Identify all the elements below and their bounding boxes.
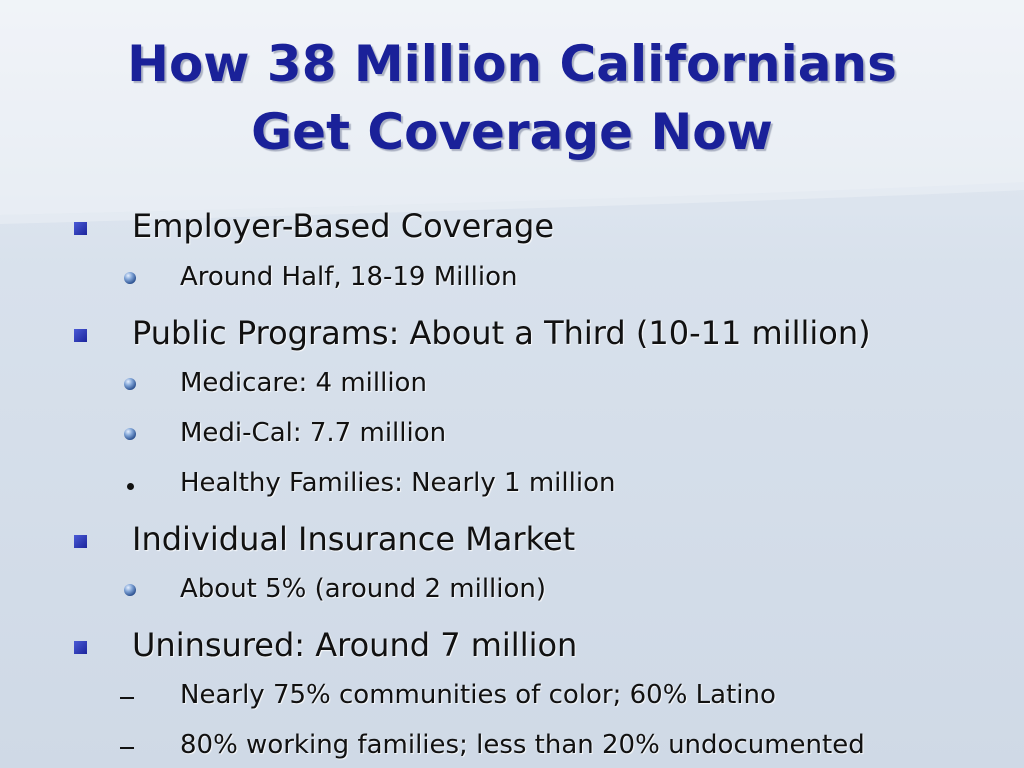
blue-square-bullet-icon xyxy=(74,641,87,654)
sub-bullet-label: 80% working families; less than 20% undo… xyxy=(180,730,865,760)
slide-title: How 38 Million Californians Get Coverage… xyxy=(0,30,1024,166)
title-line-2: Get Coverage Now xyxy=(251,103,773,161)
blue-square-bullet-icon xyxy=(74,535,87,548)
blue-square-bullet-icon xyxy=(74,222,87,235)
sub-bullet-label: About 5% (around 2 million) xyxy=(180,574,547,604)
sub-bullet-label: Medicare: 4 million xyxy=(180,368,427,398)
dash-bullet-icon xyxy=(120,697,134,699)
bullet-label: Employer-Based Coverage xyxy=(132,207,555,245)
blue-sphere-bullet-icon xyxy=(124,378,136,390)
dot-bullet-icon xyxy=(127,483,134,490)
dash-bullet-icon xyxy=(120,747,134,749)
bullet-label: Public Programs: About a Third (10-11 mi… xyxy=(132,314,871,352)
sub-bullet-label: Healthy Families: Nearly 1 million xyxy=(180,468,616,498)
blue-sphere-bullet-icon xyxy=(124,428,136,440)
sub-bullet-label: Around Half, 18-19 Million xyxy=(180,262,518,292)
blue-square-bullet-icon xyxy=(74,329,87,342)
blue-sphere-bullet-icon xyxy=(124,272,136,284)
sub-bullet-label: Nearly 75% communities of color; 60% Lat… xyxy=(180,680,776,710)
title-line-1: How 38 Million Californians xyxy=(127,35,897,93)
sub-bullet-label: Medi-Cal: 7.7 million xyxy=(180,418,447,448)
bullet-label: Uninsured: Around 7 million xyxy=(132,626,578,664)
bullet-label: Individual Insurance Market xyxy=(132,520,576,558)
blue-sphere-bullet-icon xyxy=(124,584,136,596)
